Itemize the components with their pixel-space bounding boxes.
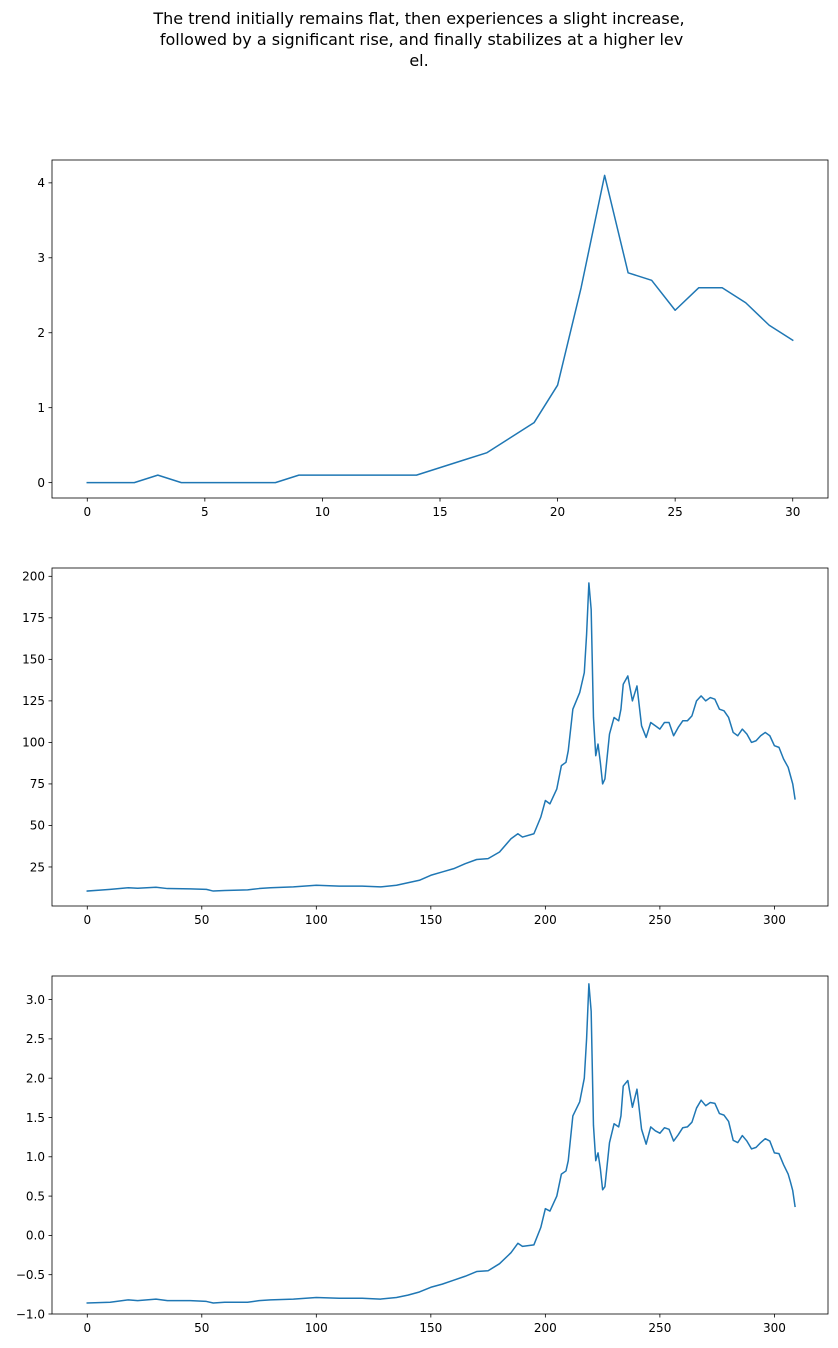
chart-panel-3: 0 50 100 150 200 250 300 −1.0 −0.5 0.0 0.5 1.0 1.5 2.…: [16, 975, 829, 1335]
y-tick-label: 3.0: [26, 993, 45, 1007]
chart-panel-2: 0 50 100 150 200 250 300 25 50 75 100 125 150 175 200: [22, 567, 829, 927]
x-tick-label: 200: [534, 1321, 557, 1335]
x-tick-label: 150: [419, 1321, 442, 1335]
series-line-1: [86, 174, 794, 484]
x-tick-label: 100: [305, 913, 328, 927]
axes-frame: [51, 567, 829, 907]
y-tick-label: 75: [30, 777, 45, 791]
x-tick-label: 300: [763, 1321, 786, 1335]
x-tick-label: 25: [668, 505, 683, 519]
x-tick-label: 30: [785, 505, 800, 519]
y-tick-label: 2.5: [26, 1032, 45, 1046]
y-tick-label: 1: [37, 401, 45, 415]
x-tick-label: 50: [194, 1321, 209, 1335]
x-tick-label: 15: [432, 505, 447, 519]
y-tick-label: −1.0: [16, 1307, 45, 1321]
figure-title-line-2: followed by a significant rise, and fina…: [154, 30, 684, 49]
y-tick-label: 100: [22, 736, 45, 750]
y-tick-label: 25: [30, 860, 45, 874]
axes-frame: [51, 159, 829, 499]
x-tick-label: 0: [83, 1321, 91, 1335]
x-tick-label: 0: [83, 913, 91, 927]
y-tick-label: 50: [30, 819, 45, 833]
y-tick-label: 175: [22, 611, 45, 625]
x-tick-label: 100: [305, 1321, 328, 1335]
x-tick-label: 10: [315, 505, 330, 519]
figure-title-line-3: el.: [409, 51, 429, 70]
series-line-1: [86, 983, 796, 1304]
y-tick-label: −0.5: [16, 1268, 45, 1282]
y-tick-label: 3: [37, 251, 45, 265]
x-tick-label: 200: [534, 913, 557, 927]
axes-frame: [51, 975, 829, 1315]
x-tick-label: 50: [194, 913, 209, 927]
y-tick-label: 2: [37, 326, 45, 340]
x-tick-label: 0: [83, 505, 91, 519]
y-tick-label: 2.0: [26, 1071, 45, 1085]
y-tick-label: 125: [22, 694, 45, 708]
y-tick-label: 150: [22, 653, 45, 667]
y-tick-label: 1.5: [26, 1111, 45, 1125]
x-tick-label: 300: [763, 913, 786, 927]
x-tick-label: 250: [648, 913, 671, 927]
x-tick-label: 20: [550, 505, 565, 519]
series-line-1: [86, 582, 796, 892]
y-tick-label: 200: [22, 570, 45, 584]
y-tick-label: 0: [37, 476, 45, 490]
y-tick-label: 1.0: [26, 1150, 45, 1164]
x-tick-label: 5: [201, 505, 209, 519]
y-tick-label: 4: [37, 176, 45, 190]
x-tick-label: 250: [648, 1321, 671, 1335]
chart-panel-1: 0 5 10 15 20 25 30 0 1 2 3 4: [37, 159, 829, 519]
y-tick-label: 0.5: [26, 1189, 45, 1203]
figure-title-line-1: The trend initially remains flat, then e…: [153, 9, 685, 28]
y-tick-label: 0.0: [26, 1229, 45, 1243]
x-tick-label: 150: [419, 913, 442, 927]
